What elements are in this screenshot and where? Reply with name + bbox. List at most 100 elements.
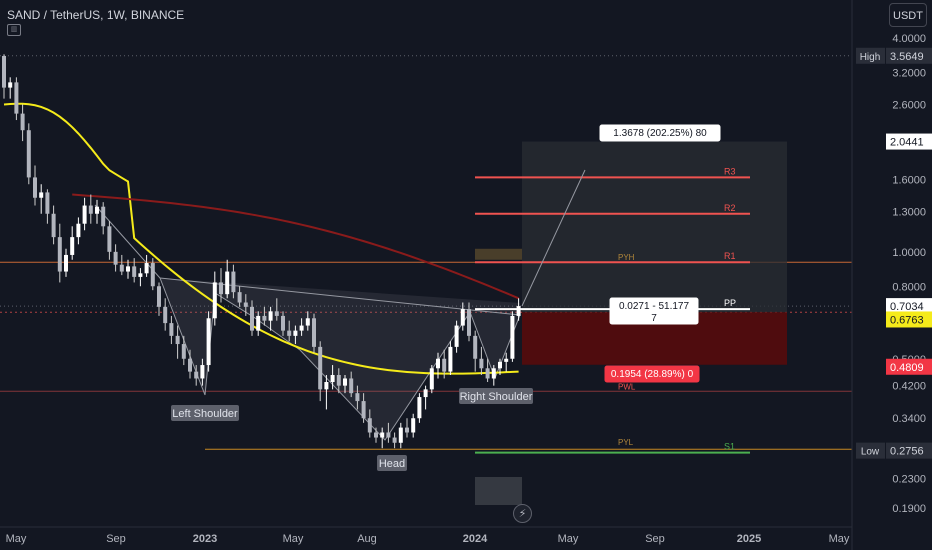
candle-body: [231, 271, 236, 293]
pivot-r1-label: R1: [724, 251, 736, 261]
y-tick-label: 2.6000: [892, 99, 926, 111]
y-tick-label: 3.2000: [892, 67, 926, 79]
x-tick-label: May: [558, 533, 579, 545]
candle-body: [8, 82, 13, 88]
target-price-bg: [886, 133, 932, 150]
stop-price-value: 0.4809: [890, 362, 924, 374]
annotation-bg: [171, 405, 239, 421]
candle-body: [485, 368, 490, 379]
x-tick-label: 2023: [193, 533, 217, 545]
y-tick-label: 1.3000: [892, 206, 926, 218]
candle-body: [448, 346, 453, 372]
candle-body: [293, 330, 298, 336]
right-shoulder-label: Right Shoulder: [460, 391, 533, 403]
candle-body: [188, 358, 192, 372]
candle-body: [57, 237, 62, 272]
stop-label-text-0: 0.1954 (28.89%) 0: [611, 369, 694, 380]
candle-body: [200, 365, 205, 379]
candle-body: [169, 323, 174, 336]
y-tick-label: 0.4200: [892, 381, 926, 393]
currency-button[interactable]: USDT: [889, 3, 927, 27]
candle-body: [305, 318, 310, 326]
position-center-label-text-0: 0.0271 - 51.177: [619, 301, 689, 312]
candle-body: [411, 418, 416, 433]
candle-body: [212, 282, 217, 319]
ema-price-value: 0.6763: [890, 314, 924, 326]
candle-body: [281, 315, 285, 331]
target-label-box: [599, 124, 721, 142]
candle-body: [126, 266, 130, 272]
candle-body: [479, 358, 484, 369]
candle-body: [330, 375, 335, 383]
candle-body: [45, 192, 50, 214]
candle-body: [380, 432, 385, 438]
x-tick-label: 2025: [737, 533, 761, 545]
position-center-label-box: [609, 297, 699, 325]
low-price-tag: Low: [861, 447, 880, 458]
candle-body: [39, 192, 44, 198]
y-tick-label: 0.3400: [892, 413, 926, 425]
pyh-zone: [475, 248, 522, 260]
candle-body: [163, 306, 168, 324]
pattern-outline: [94, 204, 521, 441]
candle-body: [206, 318, 211, 366]
candle-body: [26, 130, 31, 178]
candle-body: [498, 361, 502, 369]
candle-body: [343, 378, 347, 386]
candle-body: [299, 325, 304, 331]
candle-body: [367, 418, 372, 433]
candle-body: [349, 378, 354, 394]
candle-body: [95, 206, 99, 214]
candle-body: [287, 330, 292, 336]
x-tick-label: 2024: [463, 533, 488, 545]
candle-body: [33, 177, 37, 198]
candle-body: [491, 368, 496, 379]
high-price-tag: High: [860, 52, 881, 63]
chart-title: SAND / TetherUS, 1W, BINANCE: [7, 8, 185, 22]
candle-body: [76, 223, 81, 238]
current-price-bg: [886, 298, 932, 315]
candle-body: [70, 237, 75, 255]
candle-body: [101, 206, 106, 227]
candle-body: [516, 306, 521, 316]
low-price-bg: [886, 442, 932, 459]
candle-body: [175, 335, 180, 345]
candle-body: [504, 358, 509, 362]
candle-body: [467, 309, 471, 336]
low-price-tag-bg: [856, 442, 885, 459]
candle-body: [82, 205, 87, 224]
stop-label-box: [604, 365, 700, 383]
candle-body: [324, 382, 329, 390]
annotation-bg: [377, 455, 407, 471]
candle-body: [510, 315, 515, 359]
candle-body: [219, 282, 223, 295]
pivot-s1-label: S1: [724, 442, 735, 452]
candle-body: [336, 375, 341, 386]
candle-body: [473, 335, 478, 359]
candle-body: [250, 306, 254, 331]
candle-body: [423, 389, 428, 398]
projection-line: [521, 169, 586, 307]
candle-body: [194, 371, 199, 379]
stop-price-bg: [886, 358, 932, 375]
candle-body: [181, 344, 186, 359]
candle-body: [132, 266, 137, 277]
candle-body: [398, 427, 403, 443]
ema-slow-line: [72, 193, 519, 300]
head-label: Head: [379, 458, 405, 470]
lightning-icon[interactable]: ⚡: [513, 504, 532, 523]
candle-body: [417, 397, 422, 419]
candle-body: [429, 368, 434, 390]
candle-body: [355, 393, 360, 402]
target-label-text-0: 1.3678 (202.25%) 80: [613, 128, 707, 139]
candle-body: [318, 346, 323, 390]
indicator-toggle-icon[interactable]: ▥: [7, 24, 21, 36]
pattern-fill: [160, 278, 520, 440]
current-price-value: 0.7034: [890, 301, 924, 313]
y-tick-label: 1.6000: [892, 174, 926, 186]
candle-body: [113, 251, 118, 265]
candle-body: [454, 325, 459, 347]
candle-body: [392, 437, 397, 443]
candle-body: [20, 113, 25, 131]
